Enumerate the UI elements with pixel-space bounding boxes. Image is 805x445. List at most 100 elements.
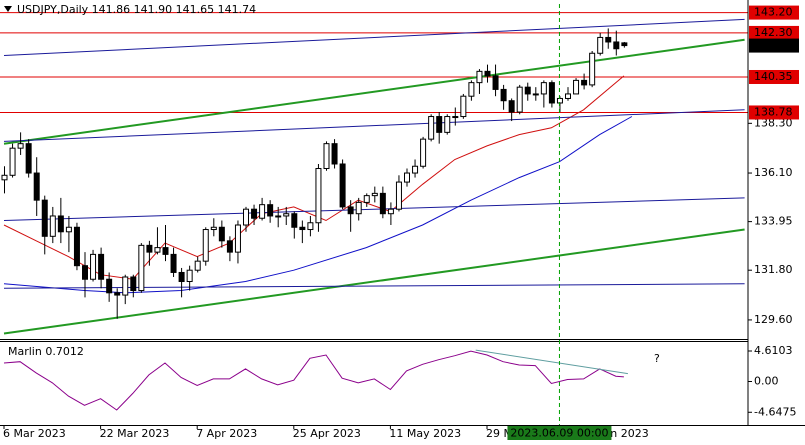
oscillator-trendline (475, 349, 628, 375)
candle-body (41, 199, 48, 237)
candle-body (291, 213, 298, 228)
candle-body (33, 172, 40, 201)
candle-body (122, 276, 129, 296)
level-label: 140.35 (754, 70, 793, 83)
level-label-box (749, 69, 799, 84)
candle-body (581, 79, 588, 86)
level-label: 142.30 (754, 26, 793, 39)
indicator-line (3, 197, 745, 221)
candle-body (395, 181, 402, 210)
candle-body (387, 208, 394, 215)
candle-body (605, 36, 612, 43)
candle-body (170, 253, 177, 273)
candle-body (186, 269, 193, 283)
indicator-line (3, 228, 745, 335)
candle-body (597, 36, 604, 54)
candle-body (573, 79, 580, 95)
menu-arrow[interactable] (4, 6, 12, 12)
x-tick-label: 11 May 2023 (389, 427, 461, 440)
candle-body (452, 116, 459, 119)
candle-body (379, 192, 386, 215)
candle-body (82, 265, 88, 280)
y-tick-label: 136.10 (754, 166, 793, 179)
y-tick-label: 133.95 (754, 215, 793, 228)
candle-body (194, 260, 201, 271)
y-tick-label: 131.80 (754, 263, 793, 276)
candle-body (331, 143, 338, 165)
candle-body (532, 93, 539, 96)
candle-body (315, 168, 322, 224)
candle-body (65, 226, 72, 233)
y-tick-label: 129.60 (754, 313, 793, 326)
candle-body (1, 174, 8, 181)
candle-body (516, 86, 523, 113)
candle-body (307, 222, 314, 231)
candle-body (243, 208, 249, 226)
indicator-line (3, 38, 745, 145)
candle-body (275, 215, 282, 218)
candle-body (323, 143, 330, 170)
candle-body (508, 100, 515, 113)
candle-body (371, 192, 378, 197)
candle-body (130, 276, 137, 292)
candle-body (114, 292, 121, 296)
candle-body (210, 226, 217, 231)
candle-body (226, 240, 233, 253)
candle-body (613, 41, 620, 50)
candle-body (162, 247, 169, 255)
indicator-line (3, 75, 625, 280)
candle-body (347, 206, 354, 215)
x-tick-label: 25 Apr 2023 (293, 427, 361, 440)
candle-body (420, 138, 427, 167)
candle-body (436, 116, 443, 133)
candle-body (621, 42, 628, 47)
chart-title: USDJPY,Daily 141.86 141.90 141.65 141.74 (17, 3, 256, 16)
current-price-label: 141.74 (754, 39, 793, 52)
crosshair-label-box (507, 426, 612, 440)
candle-body (138, 244, 145, 292)
candle-body (565, 93, 571, 99)
candle-body (146, 244, 153, 253)
y-tick-label: 4.6103 (754, 344, 793, 357)
candle-body (404, 172, 410, 183)
level-label: 138.78 (754, 105, 793, 118)
y-tick-label: 138.30 (754, 116, 793, 129)
y-tick-label: -4.6475 (754, 405, 796, 418)
x-tick-label: 6 Mar 2023 (3, 427, 66, 440)
oscillator-panel (3, 349, 628, 411)
candle-body (251, 208, 258, 219)
candle-body (73, 226, 80, 267)
candle-body (57, 215, 64, 233)
candle-body (90, 253, 97, 280)
candle-body (283, 213, 290, 217)
candle-body (259, 204, 266, 219)
candle-body (444, 116, 451, 133)
indicator-line (3, 18, 745, 56)
candle-body (339, 163, 346, 208)
candle-body (460, 95, 467, 118)
candle-body (98, 253, 105, 280)
candle-body (355, 201, 362, 215)
candle-body (49, 215, 56, 237)
level-label-box (749, 5, 799, 20)
x-tick-label: 7 Apr 2023 (196, 427, 257, 440)
current-price-box (749, 38, 799, 53)
level-label-box (749, 25, 799, 40)
level-label: 143.20 (754, 6, 793, 19)
oscillator-line (3, 350, 624, 411)
indicator-line (3, 109, 745, 142)
candle-body (202, 229, 209, 262)
candle-body (25, 143, 32, 174)
candle-body (484, 70, 491, 77)
candle-body (154, 247, 161, 253)
candle-body (548, 82, 555, 104)
candle-body (363, 195, 370, 203)
candle-body (468, 82, 475, 97)
indicator-label: Marlin 0.7012 (8, 345, 84, 358)
candle-body (267, 204, 274, 217)
candle-body (476, 70, 483, 84)
candle-body (524, 86, 531, 95)
